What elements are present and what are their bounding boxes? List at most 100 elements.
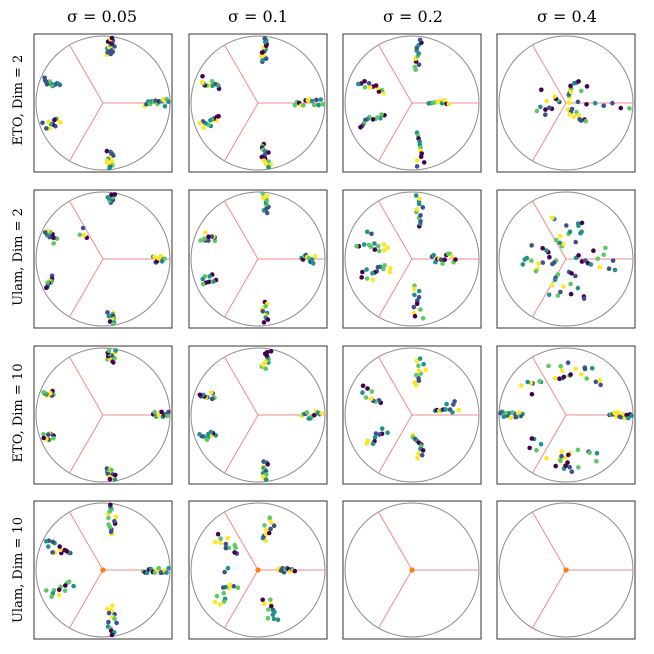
data-point	[264, 527, 269, 533]
row-label-1: ETO, Dim = 2	[11, 55, 26, 146]
data-point	[312, 253, 318, 259]
data-point	[381, 248, 387, 253]
data-point	[105, 310, 110, 315]
data-point	[589, 366, 595, 371]
data-point	[412, 64, 418, 70]
data-point	[418, 213, 423, 218]
data-point	[46, 432, 51, 437]
data-point	[367, 85, 373, 90]
data-point	[419, 452, 425, 458]
data-point	[411, 304, 417, 310]
data-point	[271, 616, 277, 622]
data-point	[80, 225, 86, 231]
data-point	[418, 307, 423, 312]
data-point	[553, 463, 558, 469]
panel-r4-c1	[33, 500, 173, 640]
data-point	[550, 282, 555, 288]
data-point	[565, 107, 571, 112]
data-point	[208, 390, 214, 396]
spoke-3	[224, 569, 259, 629]
data-point	[58, 120, 63, 125]
spoke-3	[224, 258, 259, 318]
column-title-1: σ = 0.05	[67, 7, 137, 26]
data-point	[309, 257, 315, 262]
data-point	[199, 80, 205, 85]
data-point	[262, 523, 267, 528]
data-point	[40, 120, 45, 126]
data-point	[370, 117, 376, 122]
spoke-3	[224, 414, 259, 474]
data-point	[563, 463, 568, 469]
data-point	[209, 234, 215, 239]
spoke-3	[378, 414, 413, 474]
data-point	[220, 585, 226, 590]
data-point	[385, 245, 391, 250]
data-point	[416, 368, 422, 374]
data-point	[263, 366, 269, 372]
data-point	[456, 407, 461, 413]
data-point	[557, 240, 562, 246]
data-point	[263, 56, 269, 61]
data-point	[364, 441, 370, 446]
data-point	[625, 415, 631, 421]
data-point	[215, 531, 221, 537]
data-point	[62, 547, 68, 553]
data-point	[375, 244, 381, 249]
data-point	[41, 435, 46, 441]
spoke-2	[224, 356, 259, 416]
data-point	[212, 539, 218, 545]
data-point	[559, 449, 565, 454]
data-point	[266, 150, 271, 155]
spoke-2	[69, 511, 104, 571]
panel-r3-c3	[342, 345, 482, 485]
data-point	[52, 117, 57, 123]
data-point	[582, 365, 588, 370]
data-point	[218, 536, 223, 541]
data-point	[601, 252, 606, 258]
data-point	[417, 196, 423, 201]
data-point	[553, 237, 559, 243]
data-point	[612, 410, 617, 416]
data-point	[164, 570, 169, 575]
data-point	[544, 248, 549, 253]
data-point	[534, 108, 540, 114]
data-point	[370, 277, 376, 283]
data-point	[44, 285, 49, 291]
data-point	[416, 295, 422, 300]
data-point	[71, 583, 76, 589]
data-point	[109, 192, 114, 198]
data-point	[594, 459, 599, 464]
data-point	[110, 603, 115, 608]
panel-r1-c3	[342, 33, 482, 173]
panel-r4-c4	[496, 500, 636, 640]
center-marker	[563, 567, 569, 573]
data-point	[265, 462, 271, 467]
panel-r4-c3	[342, 500, 482, 640]
data-point	[354, 243, 359, 249]
data-point	[573, 273, 578, 279]
data-point	[309, 98, 315, 104]
data-point	[51, 241, 56, 246]
spoke-2	[69, 44, 104, 104]
data-point	[319, 411, 324, 416]
data-point	[376, 248, 382, 254]
data-point	[561, 374, 567, 380]
data-point	[292, 568, 298, 574]
data-point	[106, 610, 112, 616]
data-point	[57, 544, 62, 549]
data-point	[42, 75, 47, 81]
data-point	[612, 267, 618, 273]
data-point	[610, 258, 616, 263]
data-point	[552, 277, 558, 283]
data-point	[318, 97, 324, 102]
data-point	[576, 79, 581, 84]
data-point	[304, 410, 310, 415]
data-point	[160, 97, 166, 102]
data-point	[620, 411, 626, 417]
data-point	[385, 430, 390, 436]
data-point	[108, 502, 113, 508]
data-point	[578, 118, 584, 123]
spoke-2	[224, 200, 259, 260]
data-point	[370, 441, 376, 447]
data-point	[414, 358, 420, 364]
